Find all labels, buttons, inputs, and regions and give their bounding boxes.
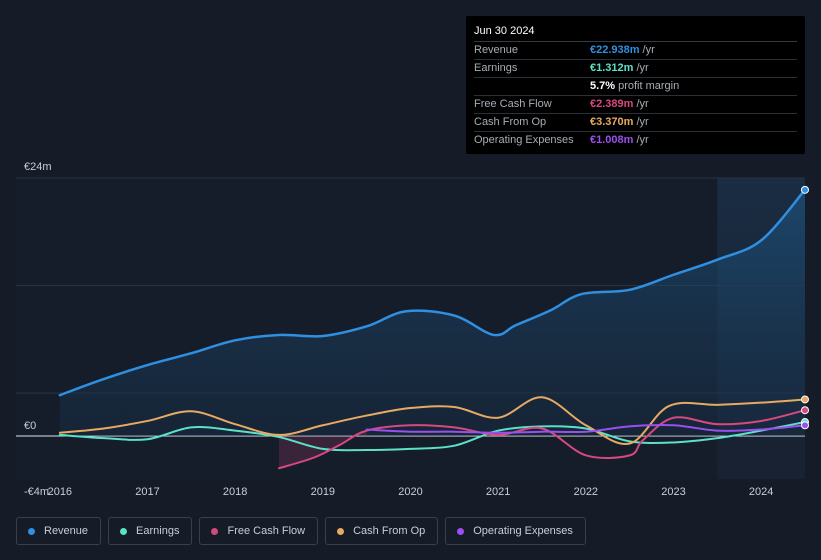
x-tick-label: 2021: [486, 486, 510, 498]
tooltip-row-cash-from-op: Cash From Op €3.370m /yr: [474, 114, 797, 132]
fcf-end-point: [801, 406, 809, 415]
tooltip-value: €1.312m: [590, 62, 634, 74]
tooltip-value: €1.008m: [590, 134, 634, 146]
fcf-line: [278, 409, 806, 470]
legend: Revenue Earnings Free Cash Flow Cash Fro…: [16, 517, 593, 545]
legend-dot-icon: [457, 527, 465, 535]
y-tick-label: €24m: [24, 161, 52, 173]
tooltip-value: €2.389m: [590, 98, 634, 110]
x-tick-label: 2024: [749, 486, 773, 498]
x-tick-label: 2018: [223, 486, 247, 498]
tooltip-value: €22.938m: [590, 44, 640, 56]
tooltip-value: €3.370m: [590, 116, 634, 128]
tooltip-unit: /yr: [636, 116, 649, 128]
x-tick-label: 2019: [311, 486, 335, 498]
revenue-end-point: [801, 185, 809, 194]
tooltip-label: Earnings: [474, 62, 518, 74]
tooltip-row-earnings: Earnings €1.312m /yr: [474, 60, 797, 78]
tooltip-unit: /yr: [636, 134, 649, 146]
tooltip-date: Jun 30 2024: [474, 24, 797, 42]
legend-dot-icon: [211, 527, 219, 535]
x-tick-label: 2020: [398, 486, 422, 498]
legend-label: Revenue: [44, 525, 89, 537]
x-tick-label: 2017: [135, 486, 159, 498]
tooltip-row-operating-expenses: Operating Expenses €1.008m /yr: [474, 132, 797, 149]
tooltip-unit: profit margin: [618, 80, 680, 92]
tooltip-unit: /yr: [642, 44, 655, 56]
revenue-area: [59, 189, 806, 436]
y-tick-label: -€4m: [24, 486, 49, 498]
tooltip-unit: /yr: [636, 98, 649, 110]
tooltip-value: 5.7%: [590, 80, 616, 92]
opex-end-point: [801, 421, 809, 430]
opex-line: [365, 423, 806, 434]
legend-dot-icon: [120, 527, 128, 535]
legend-item-earnings[interactable]: Earnings: [108, 517, 193, 545]
legend-label: Cash From Op: [353, 525, 426, 537]
tooltip-label: Cash From Op: [474, 116, 547, 128]
y-tick-label: €0: [24, 420, 36, 432]
tooltip-row-profit-margin: 5.7% profit margin: [474, 78, 797, 96]
revenue-line: [58, 188, 807, 397]
x-tick-label: 2022: [574, 486, 598, 498]
legend-item-operating-expenses[interactable]: Operating Expenses: [445, 517, 586, 545]
legend-label: Free Cash Flow: [227, 525, 306, 537]
tooltip-row-revenue: Revenue €22.938m /yr: [474, 42, 797, 60]
tooltip-label: [474, 78, 590, 95]
cfo-end-point: [801, 395, 809, 404]
legend-label: Operating Expenses: [473, 525, 573, 537]
legend-dot-icon: [337, 527, 345, 535]
tooltip-label: Operating Expenses: [474, 134, 574, 146]
legend-item-cash-from-op[interactable]: Cash From Op: [325, 517, 439, 545]
x-tick-label: 2023: [661, 486, 685, 498]
earnings-line: [58, 421, 806, 452]
tooltip-label: Revenue: [474, 44, 519, 56]
tooltip-label: Free Cash Flow: [474, 98, 552, 110]
legend-item-revenue[interactable]: Revenue: [16, 517, 102, 545]
cfo-line: [58, 396, 806, 445]
legend-item-free-cash-flow[interactable]: Free Cash Flow: [199, 517, 319, 545]
x-tick-label: 2016: [48, 486, 72, 498]
tooltip: Jun 30 2024 Revenue €22.938m /yr Earning…: [466, 16, 805, 154]
legend-dot-icon: [28, 527, 35, 535]
tooltip-unit: /yr: [636, 62, 649, 74]
tooltip-row-free-cash-flow: Free Cash Flow €2.389m /yr: [474, 96, 797, 114]
legend-label: Earnings: [136, 525, 180, 537]
